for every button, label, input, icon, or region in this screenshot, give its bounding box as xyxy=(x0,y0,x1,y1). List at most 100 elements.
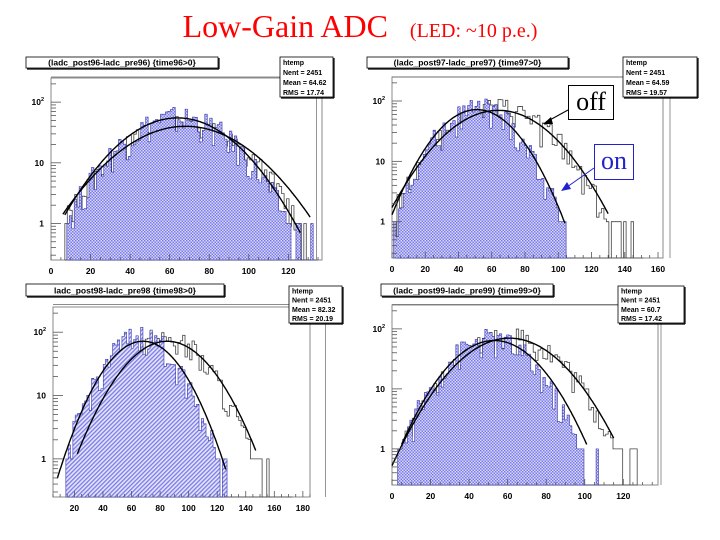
y-tick-label: 102 xyxy=(372,96,385,106)
y-tick-label: 102 xyxy=(33,327,46,337)
fit-curve-off xyxy=(391,337,615,467)
fit-curve-on xyxy=(64,117,301,234)
y-tick-label: 102 xyxy=(372,324,385,334)
x-tick-label: 20 xyxy=(70,503,80,513)
stats-box xyxy=(617,285,685,324)
on-label-box: on xyxy=(594,144,634,180)
x-tick-label: 20 xyxy=(86,266,96,276)
fit-curve-off xyxy=(76,340,257,455)
stats-name: htemp xyxy=(292,288,313,295)
x-tick-label: 60 xyxy=(165,266,175,276)
stats-name: htemp xyxy=(621,288,642,295)
stats-name: htemp xyxy=(283,60,304,67)
y-tick-label: 1 xyxy=(380,217,385,227)
x-tick-label: 80 xyxy=(205,266,215,276)
annotation-arrows xyxy=(543,109,595,191)
y-tick-label: 1 xyxy=(39,218,44,228)
histogram-on-bars xyxy=(393,98,574,259)
stats-rms: RMS = 17.74 xyxy=(283,90,324,97)
stats-rms: RMS = 17.42 xyxy=(621,316,662,323)
x-tick-label: 60 xyxy=(503,491,513,501)
stats-box xyxy=(279,56,334,98)
stats-name: htemp xyxy=(626,60,647,67)
x-tick-label: 120 xyxy=(210,503,224,513)
stats-nent: Nent = 2451 xyxy=(621,298,660,305)
stats-mean: Mean = 64.59 xyxy=(626,80,669,87)
histogram-title-box xyxy=(25,283,225,297)
histogram-on-bars xyxy=(65,327,228,498)
x-tick-label: 0 xyxy=(390,491,395,501)
x-tick-label: 40 xyxy=(98,503,108,513)
y-tick-label: 10 xyxy=(35,158,45,168)
y-tick-label: 10 xyxy=(376,384,386,394)
fit-curve-off xyxy=(62,125,311,218)
stats-nent: Nent = 2451 xyxy=(283,70,322,77)
on-arrow-line xyxy=(566,167,595,188)
histogram-1: 0 20 40 60 80 100 120 140 160 1 10 102 (ladc_post97-… xyxy=(366,56,699,274)
stats-rms: RMS = 20.19 xyxy=(292,316,333,323)
x-tick-label: 100 xyxy=(551,264,565,274)
x-tick-label: 100 xyxy=(242,266,256,276)
y-tick-exponent: 2 xyxy=(382,96,385,102)
x-tick-label: 40 xyxy=(464,491,474,501)
fit-curve-on xyxy=(391,108,566,224)
histogram-title-box xyxy=(25,56,219,69)
fit-curve-on xyxy=(400,339,588,445)
slide-title-block: Low-Gain ADC (LED: ~10 p.e.) xyxy=(0,8,720,45)
x-tick-label: 160 xyxy=(651,264,665,274)
y-tick-label: 10 xyxy=(37,391,47,401)
histogram-title: (ladc_post97-ladc_pre97) {time97>0} xyxy=(394,58,542,68)
y-tick-label: 10 xyxy=(376,156,386,166)
histogram-title: ladc_post98-ladc_pre98 {time98>0} xyxy=(54,286,197,296)
histogram-title-box xyxy=(380,283,554,297)
on-label: on xyxy=(601,146,627,175)
x-tick-label: 20 xyxy=(421,264,431,274)
x-tick-label: 60 xyxy=(487,264,497,274)
x-tick-label: 40 xyxy=(454,264,464,274)
x-tick-label: 160 xyxy=(267,503,281,513)
histogram-3: 0 20 40 60 80 100 120 1 10 102 (ladc_post99-ladc_p… xyxy=(372,283,686,501)
x-tick-label: 100 xyxy=(182,503,196,513)
off-label-box: off xyxy=(568,85,614,120)
stats-rms: RMS = 19.57 xyxy=(626,90,667,97)
y-tick-exponent: 2 xyxy=(382,324,385,330)
x-tick-label: 40 xyxy=(125,266,135,276)
fit-curve-on xyxy=(56,340,227,479)
stats-box xyxy=(288,285,343,324)
stats-mean: Mean = 64.62 xyxy=(283,80,326,87)
y-tick-label: 1 xyxy=(41,454,46,464)
off-arrow-head xyxy=(543,117,553,124)
stats-mean: Mean = 82.32 xyxy=(292,307,335,314)
histogram-title: (ladc_post99-ladc_pre99) {time99>0} xyxy=(393,286,541,296)
histogram-on-bars xyxy=(66,107,319,261)
x-tick-label: 120 xyxy=(281,266,295,276)
stats-nent: Nent = 2451 xyxy=(626,70,665,77)
off-label: off xyxy=(576,87,606,116)
x-tick-label: 180 xyxy=(296,503,310,513)
histogram-0: 0 20 40 60 80 100 120 1 10 102 (ladc_post96-ladc_p… xyxy=(25,56,335,276)
y-tick-exponent: 2 xyxy=(41,97,44,103)
x-tick-label: 120 xyxy=(616,491,630,501)
x-tick-label: 0 xyxy=(49,266,54,276)
y-tick-label: 102 xyxy=(31,97,44,107)
x-tick-label: 80 xyxy=(541,491,551,501)
x-tick-label: 20 xyxy=(426,491,436,501)
x-tick-label: 60 xyxy=(127,503,137,513)
x-tick-label: 140 xyxy=(618,264,632,274)
on-arrow-head xyxy=(561,182,571,191)
x-tick-label: 0 xyxy=(390,264,395,274)
x-tick-label: 140 xyxy=(239,503,253,513)
x-tick-label: 80 xyxy=(520,264,530,274)
histogram-title: (ladc_post96-ladc_pre96) {time96>0} xyxy=(48,58,196,68)
x-tick-label: 80 xyxy=(155,503,165,513)
stats-mean: Mean = 60.7 xyxy=(621,307,661,314)
fit-curve-off xyxy=(391,109,609,215)
histogram-2: 20 40 60 80 100 120 140 160 180 1 10 102 ladc_post98… xyxy=(25,283,344,513)
x-tick-label: 100 xyxy=(578,491,592,501)
slide-title: Low-Gain ADC xyxy=(182,8,388,44)
x-tick-label: 120 xyxy=(584,264,598,274)
stats-box xyxy=(622,56,698,98)
y-tick-exponent: 2 xyxy=(43,327,46,333)
slide-subtitle: (LED: ~10 p.e.) xyxy=(409,20,538,42)
